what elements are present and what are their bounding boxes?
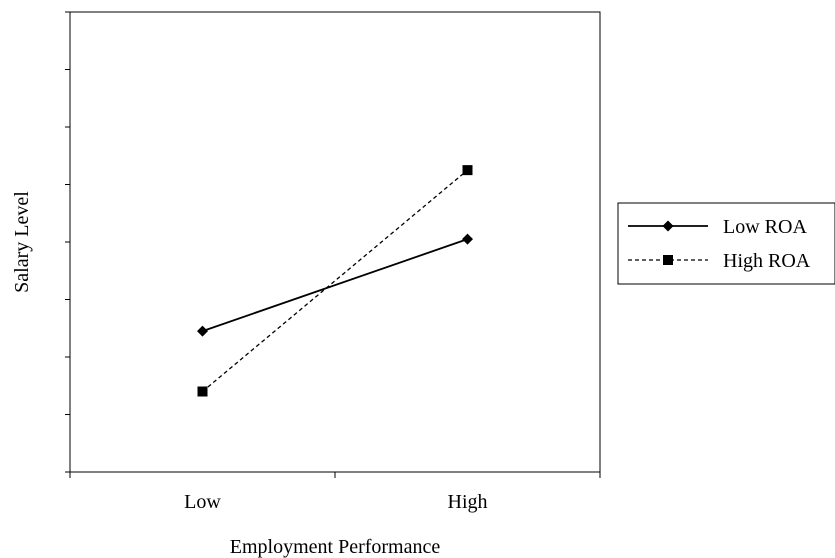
data-point-low-roa-high (462, 233, 473, 245)
data-point-high-roa-low (197, 386, 208, 397)
plot-area (69, 11, 601, 473)
legend-item-high-roa: High ROA (628, 250, 811, 272)
y-axis-title: Salary Level (11, 191, 33, 293)
legend-item-low-roa: Low ROA (628, 216, 807, 238)
x-tick-label-low: Low (184, 491, 221, 513)
data-point-low-roa-low (197, 325, 208, 337)
data-point-high-roa-high (462, 165, 473, 176)
series-line-low-roa (202, 238, 468, 332)
legend-items: Low ROA High ROA (628, 216, 811, 272)
legend-marker (662, 220, 674, 232)
legend-box (617, 202, 835, 285)
legend-label: Low ROA (723, 216, 807, 238)
x-axis-title: Employment Performance (230, 536, 441, 558)
series-low-roa (197, 233, 473, 337)
x-tick-labels: Low High (184, 491, 487, 513)
x-axis-ticks (69, 472, 601, 478)
y-axis-ticks (65, 11, 70, 473)
legend: Low ROA High ROA (617, 202, 835, 285)
legend-marker (663, 255, 673, 265)
legend-label: High ROA (723, 250, 811, 272)
series-layer (197, 165, 473, 397)
series-high-roa (197, 165, 473, 397)
series-line-high-roa (202, 169, 468, 392)
x-tick-label-high: High (448, 491, 488, 513)
